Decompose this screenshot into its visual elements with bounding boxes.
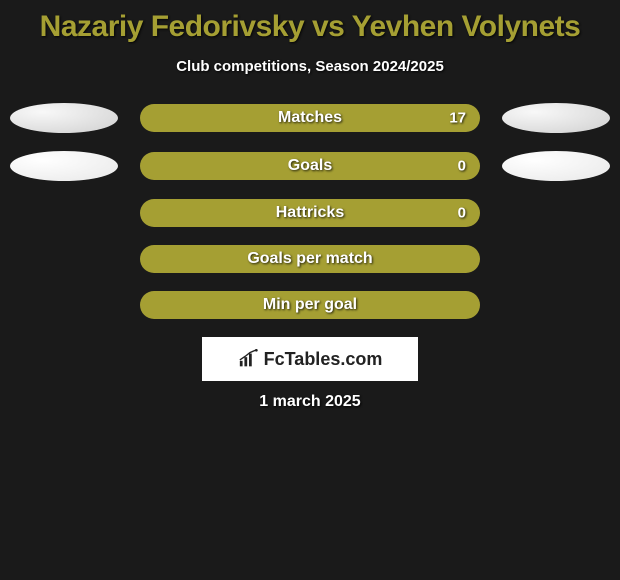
stat-bar: Min per goal: [140, 291, 480, 319]
stat-label: Goals per match: [247, 250, 372, 268]
right-ellipse-icon: [502, 103, 610, 133]
page-title: Nazariy Fedorivsky vs Yevhen Volynets: [0, 10, 620, 44]
date-label: 1 march 2025: [0, 393, 620, 411]
stat-value: 0: [458, 158, 466, 175]
page-subtitle: Club competitions, Season 2024/2025: [0, 58, 620, 75]
stat-bar: Hattricks 0: [140, 199, 480, 227]
stat-label: Hattricks: [276, 204, 344, 222]
stat-bar: Goals 0: [140, 152, 480, 180]
stat-bar: Matches 17: [140, 104, 480, 132]
logo-text: FcTables.com: [264, 349, 383, 370]
stat-row-goals: Goals 0: [0, 151, 620, 181]
left-ellipse-icon: [10, 151, 118, 181]
logo-badge: FcTables.com: [202, 337, 418, 381]
stat-value: 17: [449, 110, 466, 127]
stat-row-gpm: Goals per match: [0, 245, 620, 273]
left-ellipse-icon: [10, 103, 118, 133]
stat-value: 0: [458, 205, 466, 222]
stat-label: Goals: [288, 157, 332, 175]
chart-icon: [238, 349, 260, 369]
comparison-infographic: Nazariy Fedorivsky vs Yevhen Volynets Cl…: [0, 0, 620, 411]
stat-bar: Goals per match: [140, 245, 480, 273]
stat-row-matches: Matches 17: [0, 103, 620, 133]
stat-label: Min per goal: [263, 296, 357, 314]
stat-rows: Matches 17 Goals 0 Hattricks 0 Goal: [0, 103, 620, 319]
stat-row-mpg: Min per goal: [0, 291, 620, 319]
stat-label: Matches: [278, 109, 342, 127]
right-ellipse-icon: [502, 151, 610, 181]
stat-row-hattricks: Hattricks 0: [0, 199, 620, 227]
